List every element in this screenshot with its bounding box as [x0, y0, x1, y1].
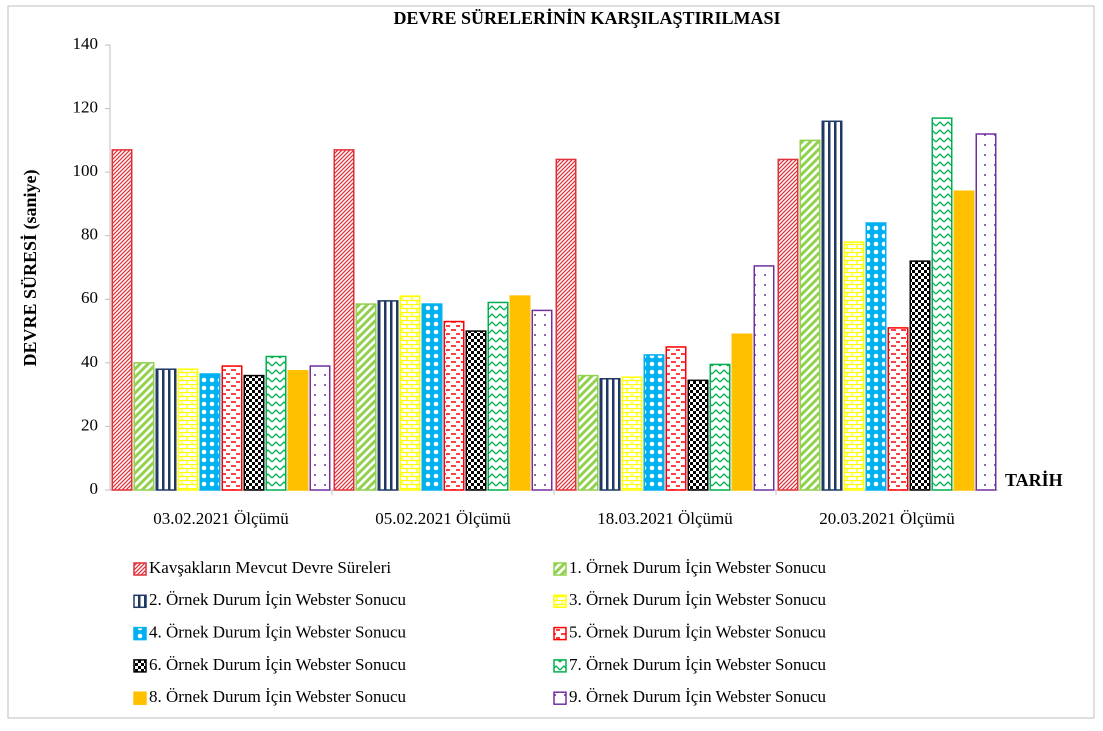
bar: [443, 320, 465, 491]
x-axis-label: TARİH: [1005, 470, 1063, 490]
bar: [531, 309, 553, 491]
legend-label: 1. Örnek Durum İçin Webster Sonucu: [569, 558, 827, 577]
y-tick-label: 120: [73, 97, 99, 116]
x-tick-label: 05.02.2021 Ölçümü: [375, 509, 511, 528]
bar: [975, 133, 997, 491]
y-tick-label: 40: [81, 352, 98, 371]
bar: [799, 139, 821, 491]
legend-swatch: [133, 594, 147, 609]
bar: [509, 295, 531, 491]
bar: [865, 222, 887, 491]
bar: [377, 300, 399, 491]
x-tick-label: 18.03.2021 Ölçümü: [597, 509, 733, 528]
legend-swatch: [553, 626, 567, 641]
bar: [465, 330, 487, 491]
y-tick-label: 140: [73, 34, 99, 53]
bar: [111, 149, 133, 491]
bar: [665, 346, 687, 491]
y-tick-label: 60: [81, 288, 98, 307]
bar: [753, 265, 775, 491]
y-tick-label: 100: [73, 161, 99, 180]
legend-label: 6. Örnek Durum İçin Webster Sonucu: [149, 655, 407, 674]
bar: [243, 374, 265, 491]
bar: [555, 158, 577, 491]
y-tick-label: 20: [81, 415, 98, 434]
legend-swatch: [553, 594, 567, 609]
bar: [309, 365, 331, 491]
chart-title: DEVRE SÜRELERİNİN KARŞILAŞTIRILMASI: [393, 8, 780, 28]
x-tick-label: 20.03.2021 Ölçümü: [819, 509, 955, 528]
bar: [909, 260, 931, 491]
legend-label: 8. Örnek Durum İçin Webster Sonucu: [149, 687, 407, 706]
bar: [931, 117, 953, 491]
bar: [599, 378, 621, 491]
legend-label: 2. Örnek Durum İçin Webster Sonucu: [149, 590, 407, 609]
y-axis-label: DEVRE SÜRESİ (saniye): [20, 169, 41, 366]
bar: [177, 368, 199, 491]
legend-label: 9. Örnek Durum İçin Webster Sonucu: [569, 687, 827, 706]
bar: [487, 301, 509, 491]
bar: [643, 354, 665, 491]
y-tick-label: 0: [90, 479, 99, 498]
bar: [333, 149, 355, 491]
bar: [421, 303, 443, 491]
bar: [133, 362, 155, 491]
bar: [355, 303, 377, 491]
bar: [577, 374, 599, 491]
legend-label: 5. Örnek Durum İçin Webster Sonucu: [569, 623, 827, 642]
legend-swatch: [553, 659, 567, 673]
bar: [953, 190, 975, 491]
legend-swatch: [133, 626, 147, 641]
legend-label: 7. Örnek Durum İçin Webster Sonucu: [569, 655, 827, 674]
bar: [399, 295, 421, 491]
bar: [287, 370, 309, 491]
legend-swatch: [133, 562, 147, 576]
bar: [199, 373, 221, 491]
legend-swatch: [133, 659, 147, 673]
legend-label: 3. Örnek Durum İçin Webster Sonucu: [569, 590, 827, 609]
legend-swatch: [553, 691, 567, 705]
bar: [821, 120, 843, 491]
bar: [155, 368, 177, 491]
bar: [621, 376, 643, 491]
x-tick-label: 03.02.2021 Ölçümü: [153, 509, 289, 528]
legend-label: Kavşakların Mevcut Devre Süreleri: [149, 558, 391, 577]
legend-swatch: [133, 691, 147, 705]
legend-label: 4. Örnek Durum İçin Webster Sonucu: [149, 623, 407, 642]
bar: [709, 363, 731, 491]
bar: [843, 241, 865, 491]
y-tick-label: 80: [81, 225, 98, 244]
bar: [887, 327, 909, 491]
bar: [731, 333, 753, 491]
bar: [265, 355, 287, 491]
bar: [221, 365, 243, 491]
bar: [687, 379, 709, 491]
legend-swatch: [553, 562, 567, 576]
bar: [777, 158, 799, 491]
